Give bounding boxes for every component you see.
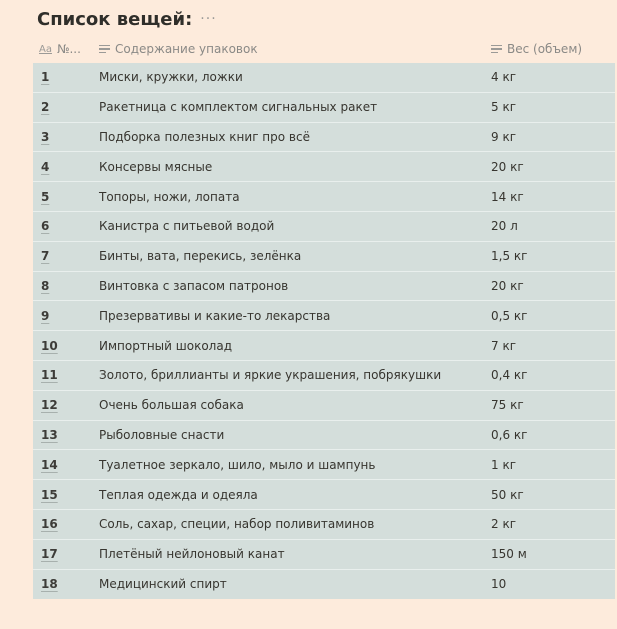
cell-weight[interactable]: 2 кг	[491, 517, 517, 532]
page-title: Список вещей:	[37, 8, 193, 30]
cell-content[interactable]: Презервативы и какие-то лекарства	[99, 308, 331, 323]
cell-number[interactable]: 15	[41, 487, 58, 502]
cell-number[interactable]: 11	[41, 368, 58, 383]
table-row[interactable]: 13 Рыболовные снасти 0,6 кг	[33, 421, 615, 451]
cell-weight[interactable]: 4 кг	[491, 70, 517, 85]
table-row[interactable]: 6 Канистра с питьевой водой 20 л	[33, 212, 615, 242]
text-lines-icon	[99, 44, 110, 54]
cell-number[interactable]: 7	[41, 249, 50, 264]
cell-weight[interactable]: 0,5 кг	[491, 308, 528, 323]
cell-number[interactable]: 6	[41, 219, 50, 234]
items-table: 1 Миски, кружки, ложки 4 кг 2 Ракетница с ко…	[33, 63, 615, 600]
cell-content[interactable]: Винтовка с запасом патронов	[99, 278, 289, 293]
table-row[interactable]: 9 Презервативы и какие-то лекарства 0,5 кг	[33, 301, 615, 332]
cell-content[interactable]: Миски, кружки, ложки	[99, 70, 243, 85]
cell-number[interactable]: 14	[41, 457, 58, 472]
table-row[interactable]: 4 Консервы мясные 20 кг	[33, 152, 615, 183]
cell-number[interactable]: 1	[41, 70, 50, 85]
table-row[interactable]: 11 Золото, бриллианты и яркие украшения, …	[33, 361, 615, 391]
cell-content[interactable]: Очень большая собака	[99, 398, 244, 413]
cell-content[interactable]: Рыболовные снасти	[99, 427, 225, 442]
cell-content[interactable]: Медицинский спирт	[99, 577, 227, 592]
column-header-content-label: Содержание упаковок	[115, 42, 258, 56]
cell-number[interactable]: 12	[41, 398, 58, 413]
cell-content[interactable]: Консервы мясные	[99, 159, 213, 174]
cell-weight[interactable]: 20 л	[491, 219, 518, 234]
more-options-icon[interactable]: ···	[200, 11, 217, 27]
cell-weight[interactable]: 9 кг	[491, 129, 517, 144]
cell-content[interactable]: Топоры, ножи, лопата	[99, 189, 240, 204]
cell-number[interactable]: 17	[41, 547, 58, 562]
cell-content[interactable]: Канистра с питьевой водой	[99, 219, 275, 234]
cell-content[interactable]: Импортный шоколад	[99, 338, 232, 353]
cell-number[interactable]: 18	[41, 577, 58, 592]
table-row[interactable]: 1 Миски, кружки, ложки 4 кг	[33, 63, 615, 93]
table-row[interactable]: 15 Теплая одежда и одеяла 50 кг	[33, 480, 615, 510]
table-row[interactable]: 18 Медицинский спирт 10	[33, 570, 615, 600]
cell-weight[interactable]: 75 кг	[491, 398, 524, 413]
cell-content[interactable]: Подборка полезных книг про всё	[99, 129, 310, 144]
cell-weight[interactable]: 50 кг	[491, 487, 524, 502]
cell-content[interactable]: Туалетное зеркало, шило, мыло и шампунь	[99, 457, 376, 472]
cell-number[interactable]: 9	[41, 308, 50, 323]
cell-number[interactable]: 4	[41, 159, 50, 174]
cell-content[interactable]: Золото, бриллианты и яркие украшения, по…	[99, 368, 442, 383]
column-header-number-label: №...	[56, 42, 81, 56]
table-row[interactable]: 12 Очень большая собака 75 кг	[33, 391, 615, 421]
cell-number[interactable]: 2	[41, 100, 50, 115]
cell-weight[interactable]: 5 кг	[491, 100, 517, 115]
title-row: Список вещей: ···	[37, 6, 217, 32]
table-row[interactable]: 5 Топоры, ножи, лопата 14 кг	[33, 182, 615, 212]
cell-weight[interactable]: 7 кг	[491, 338, 517, 353]
cell-content[interactable]: Ракетница с комплектом сигнальных ракет	[99, 100, 378, 115]
cell-weight[interactable]: 0,6 кг	[491, 427, 528, 442]
cell-weight[interactable]: 14 кг	[491, 189, 524, 204]
table-row[interactable]: 3 Подборка полезных книг про всё 9 кг	[33, 123, 615, 153]
table-row[interactable]: 7 Бинты, вата, перекись, зелёнка 1,5 кг	[33, 242, 615, 272]
cell-weight[interactable]: 150 м	[491, 547, 527, 562]
column-header-number[interactable]: Aa №...	[39, 36, 81, 62]
cell-weight[interactable]: 1 кг	[491, 457, 517, 472]
cell-number[interactable]: 3	[41, 129, 50, 144]
cell-weight[interactable]: 10	[491, 577, 507, 592]
cell-content[interactable]: Бинты, вата, перекись, зелёнка	[99, 249, 302, 264]
table-header: Aa №... Содержание упаковок Вес (объем)	[33, 36, 615, 62]
table-row[interactable]: 8 Винтовка с запасом патронов 20 кг	[33, 272, 615, 302]
table-row[interactable]: 2 Ракетница с комплектом сигнальных ракет…	[33, 93, 615, 123]
cell-number[interactable]: 10	[41, 338, 58, 353]
cell-content[interactable]: Плетёный нейлоновый канат	[99, 547, 285, 562]
cell-weight[interactable]: 0,4 кг	[491, 368, 528, 383]
text-type-icon: Aa	[39, 43, 52, 55]
cell-number[interactable]: 13	[41, 427, 58, 442]
text-lines-icon	[491, 44, 502, 54]
column-header-content[interactable]: Содержание упаковок	[99, 36, 258, 62]
column-header-weight-label: Вес (объем)	[507, 42, 583, 56]
cell-weight[interactable]: 20 кг	[491, 159, 524, 174]
table-row[interactable]: 14 Туалетное зеркало, шило, мыло и шампун…	[33, 450, 615, 481]
cell-number[interactable]: 16	[41, 517, 58, 532]
cell-number[interactable]: 5	[41, 189, 50, 204]
cell-weight[interactable]: 20 кг	[491, 278, 524, 293]
column-header-weight[interactable]: Вес (объем)	[491, 36, 582, 62]
table-row[interactable]: 10 Импортный шоколад 7 кг	[33, 331, 615, 361]
table-row[interactable]: 17 Плетёный нейлоновый канат 150 м	[33, 540, 615, 570]
cell-number[interactable]: 8	[41, 278, 50, 293]
table-row[interactable]: 16 Соль, сахар, специи, набор поливитамин…	[33, 510, 615, 540]
cell-content[interactable]: Теплая одежда и одеяла	[99, 487, 258, 502]
cell-weight[interactable]: 1,5 кг	[491, 249, 528, 264]
cell-content[interactable]: Соль, сахар, специи, набор поливитаминов	[99, 517, 375, 532]
